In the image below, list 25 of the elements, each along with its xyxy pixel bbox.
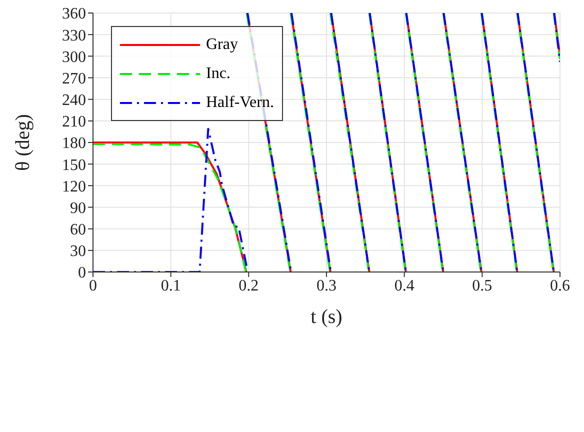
y-tick-label: 210 [62, 114, 86, 131]
x-axis-title: t (s) [310, 306, 342, 328]
y-tick-label: 330 [62, 27, 86, 44]
x-tick-label: 0 [89, 277, 97, 294]
y-tick-label: 360 [62, 6, 86, 23]
y-tick-label: 90 [70, 200, 86, 217]
legend-label: Half-Vern. [206, 94, 274, 112]
x-tick-label: 0.6 [550, 277, 570, 294]
y-tick-label: 30 [70, 243, 86, 260]
legend-label: Inc. [206, 64, 230, 82]
y-tick-label: 150 [62, 156, 86, 174]
y-tick-label: 120 [62, 178, 86, 196]
y-tick-label: 180 [62, 135, 86, 152]
y-tick-label: 240 [62, 92, 86, 110]
y-axis-title: θ (deg) [12, 114, 34, 171]
x-tick-label: 0.2 [238, 277, 259, 294]
x-tick-label: 0.4 [394, 277, 414, 294]
legend-label: Gray [206, 36, 238, 54]
x-tick-label: 0.1 [160, 277, 181, 294]
y-tick-label: 270 [62, 70, 86, 88]
y-tick-label: 60 [70, 222, 86, 239]
x-tick-label: 0.5 [472, 277, 492, 294]
y-tick-label: 300 [62, 48, 86, 66]
x-tick-label: 0.3 [316, 277, 336, 294]
y-tick-label: 0 [78, 264, 86, 282]
